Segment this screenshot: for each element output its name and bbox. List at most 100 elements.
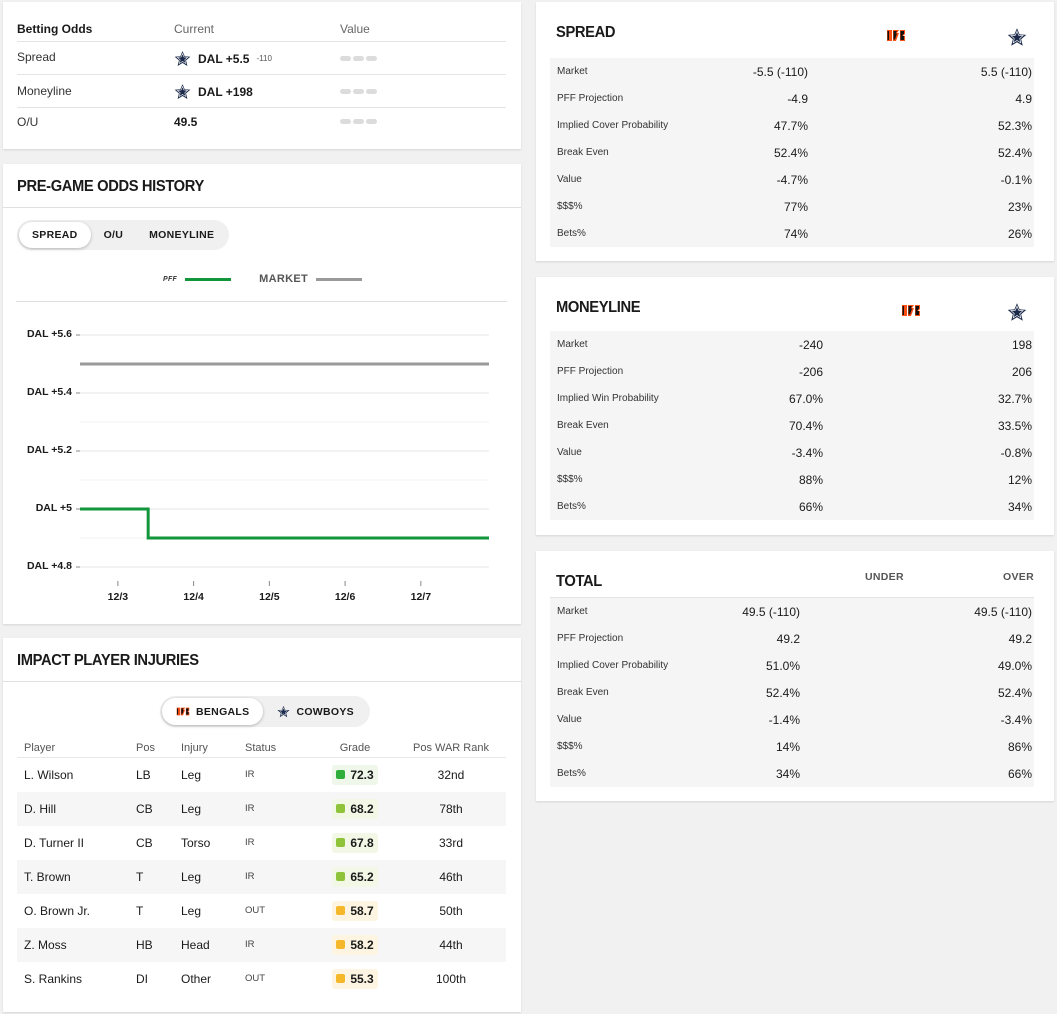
cowboys-star-icon [1007, 27, 1027, 47]
table-row: Market -240 198 [550, 331, 1034, 358]
table-row: Market 49.5 (-110) 49.5 (-110) [550, 598, 1034, 625]
row-value-b: -3.4% [1000, 712, 1032, 727]
y-tick-label: DAL +5.4 [26, 386, 72, 398]
player-injury: Leg [181, 767, 202, 782]
grade-color-icon [336, 940, 346, 949]
table-row[interactable]: T. Brown T Leg IR 65.2 46th [17, 859, 506, 894]
col-pos: Pos [129, 738, 174, 758]
odds-header: Betting Odds Current Value [17, 17, 506, 42]
player-pos: CB [129, 791, 174, 826]
row-label: Value [557, 447, 582, 458]
tab-ou[interactable]: O/U [103, 229, 124, 241]
moneyline-rows: Market -240 198 PFF Projection -206 206 Im… [550, 331, 1034, 520]
table-row[interactable]: S. Rankins DI Other OUT 55.3 100th [17, 962, 506, 996]
row-value-a: 74% [783, 226, 808, 241]
value-placeholder [340, 89, 377, 94]
odds-history-card: PRE-GAME ODDS HISTORY SPREAD O/U MONEYLI… [3, 164, 521, 624]
row-value-a: 49.2 [776, 631, 800, 646]
cowboys-star-icon [277, 705, 290, 718]
row-value-b: 52.4% [997, 145, 1032, 160]
table-row: Break Even 70.4% 33.5% [550, 412, 1034, 439]
row-value-b: 49.2 [1008, 631, 1032, 646]
table-row[interactable]: O. Brown Jr. T Leg OUT 58.7 50th [17, 894, 506, 928]
bengals-logo-icon [176, 706, 190, 717]
grade-badge: 58.7 [332, 900, 378, 921]
table-row: Bets% 34% 66% [550, 760, 1034, 787]
row-value-b: 23% [1007, 199, 1032, 214]
player-status: IR [238, 859, 314, 894]
tab-spread[interactable]: SPREAD [19, 222, 91, 248]
grade-color-icon [336, 804, 346, 813]
row-label: Value [557, 174, 582, 185]
injuries-card: IMPACT PLAYER INJURIES BENGALS COWBOYS P… [3, 638, 521, 1012]
player-injury: Other [181, 971, 212, 986]
team-toggle: BENGALS COWBOYS [160, 696, 370, 727]
team-tab-bengals[interactable]: BENGALS [162, 698, 264, 725]
team-tab-label: BENGALS [196, 705, 250, 718]
player-name: T. Brown [17, 859, 129, 894]
row-value-a: -206 [798, 364, 823, 379]
player-status: OUT [245, 905, 266, 916]
col-injury: Injury [174, 738, 238, 758]
player-pos: T [129, 859, 174, 894]
row-label: Value [557, 714, 582, 725]
team-tab-label: COWBOYS [296, 705, 354, 718]
row-value-a: 51.0% [765, 658, 800, 673]
player-status: OUT [245, 973, 266, 984]
grade-badge: 68.2 [332, 798, 378, 819]
table-row[interactable]: Z. Moss HB Head IR 58.2 44th [17, 927, 506, 962]
odds-current-juice: -110 [256, 54, 272, 63]
row-label: Implied Win Probability [557, 393, 659, 404]
odds-current-text: 49.5 [174, 115, 198, 129]
row-value-a: 34% [775, 766, 800, 781]
table-row: Value -4.7% -0.1% [550, 166, 1034, 193]
odds-header-value: Value [340, 22, 370, 36]
player-pos: HB [129, 927, 174, 962]
tab-moneyline[interactable]: MONEYLINE [149, 229, 215, 241]
player-injury: Torso [181, 835, 211, 850]
divider [3, 207, 521, 208]
row-value-a: 70.4% [788, 418, 823, 433]
grade-color-icon [336, 770, 346, 780]
y-tick-label: DAL +5.2 [26, 444, 72, 456]
row-label: Bets% [557, 228, 586, 239]
odds-header-current: Current [174, 22, 215, 36]
odds-row-spread[interactable]: Spread DAL +5.5 -110 [17, 42, 506, 75]
col-player: Player [17, 738, 129, 758]
cowboys-star-icon [1007, 302, 1027, 322]
grade-color-icon [336, 974, 346, 983]
player-name: L. Wilson [24, 767, 74, 782]
cowboys-star-icon [174, 83, 191, 100]
player-name: Z. Moss [17, 927, 129, 962]
row-label: Break Even [557, 420, 609, 431]
table-row: $$$% 88% 12% [550, 466, 1034, 493]
odds-row-ou[interactable]: O/U 49.5 [17, 108, 506, 138]
table-row[interactable]: D. Turner II CB Torso IR 67.8 33rd [17, 826, 506, 860]
table-row: Implied Win Probability 67.0% 32.7% [550, 385, 1034, 412]
row-label: PFF Projection [557, 633, 624, 644]
war-rank: 50th [439, 903, 463, 918]
row-label: PFF Projection [557, 366, 624, 377]
odds-row-moneyline[interactable]: Moneyline DAL +198 [17, 75, 506, 108]
col-war-rank: Pos WAR Rank [396, 738, 506, 758]
row-value-a: -4.9 [787, 91, 808, 106]
odds-current-text: DAL +5.5 [198, 51, 250, 66]
row-value-b: 34% [1007, 499, 1032, 514]
team-tab-cowboys[interactable]: COWBOYS [263, 698, 368, 725]
row-value-a: -4.7% [776, 172, 808, 187]
war-rank: 33rd [438, 835, 464, 850]
table-row[interactable]: D. Hill CB Leg IR 68.2 78th [17, 791, 506, 826]
player-name: D. Turner II [24, 835, 85, 850]
row-label: Implied Cover Probability [557, 120, 669, 131]
row-value-a: -3.4% [791, 445, 823, 460]
row-value-b: -0.8% [1000, 445, 1032, 460]
divider [3, 681, 521, 682]
grade-value: 58.2 [350, 937, 374, 952]
row-value-b: 26% [1007, 226, 1032, 241]
legend-market-line [315, 277, 362, 281]
table-row[interactable]: L. Wilson LB Leg IR 72.3 32nd [17, 758, 506, 792]
row-label: $$$% [557, 741, 583, 752]
y-tick-label: DAL +5.6 [26, 328, 72, 340]
grade-value: 68.2 [350, 801, 374, 816]
chart-legend: PFF MARKET [163, 273, 370, 285]
